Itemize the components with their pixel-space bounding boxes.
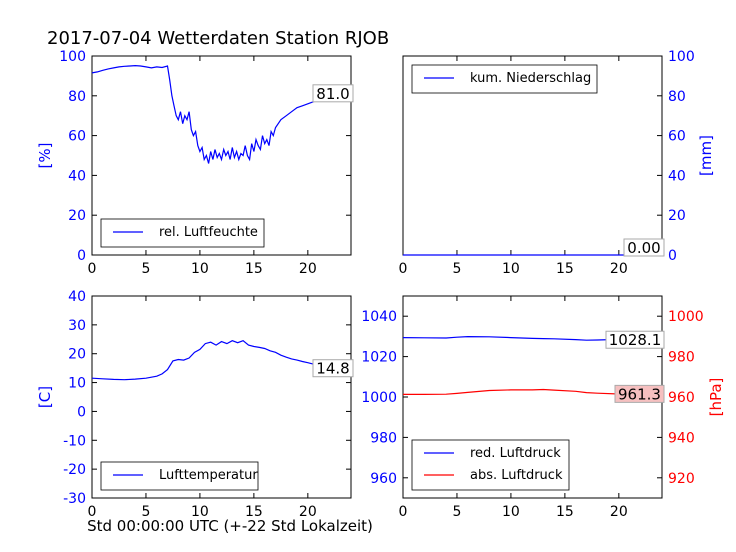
- y-tick-label-left: 40: [68, 168, 86, 184]
- legend-label: rel. Luftfeuchte: [159, 225, 258, 240]
- x-tick-label: 5: [452, 261, 461, 277]
- plot-frame: [91, 295, 352, 499]
- y-tick-label-right: 80: [668, 89, 686, 105]
- x-tick-label: 10: [502, 504, 520, 520]
- y-tick-label-right: 1000: [668, 309, 704, 325]
- humidity-panel: 0 5 10 15 20 0 20 40 60 80 100 [%] 81.0 rel. Luftfeuc…: [36, 49, 354, 277]
- x-tick-label: 15: [556, 504, 574, 520]
- y-tick-label-left: -20: [63, 462, 86, 478]
- y-tick-label-right: 940: [668, 430, 695, 446]
- x-tick-label: 15: [245, 261, 263, 277]
- y-tick-label-right: 0: [668, 248, 677, 264]
- y-tick-label-left: -10: [63, 433, 86, 449]
- x-tick-label: 20: [299, 504, 317, 520]
- y-tick-label-right: 20: [668, 208, 686, 224]
- x-tick-label: 5: [141, 261, 150, 277]
- y-tick-label-left: 980: [370, 430, 397, 446]
- y-tick-label-left: 1020: [361, 350, 397, 366]
- plot-frame: [91, 55, 352, 256]
- y-tick-label-left: 40: [68, 289, 86, 305]
- footer-xlabel: Std 00:00:00 UTC (+-22 Std Lokalzeit): [87, 517, 373, 535]
- x-tick-label: 0: [399, 261, 408, 277]
- value-annotation-box: [623, 238, 665, 257]
- y-tick-label-left: 30: [68, 318, 86, 334]
- x-tick-label: 10: [191, 504, 209, 520]
- y-tick-label-left: 60: [68, 129, 86, 145]
- value-annotation: 81.0: [316, 85, 349, 103]
- legend-box: [100, 218, 265, 248]
- y-tick-label-left: 20: [68, 208, 86, 224]
- y-tick-label-right: 60: [668, 129, 686, 145]
- figure-title: 2017-07-04 Wetterdaten Station RJOB: [47, 28, 389, 49]
- x-tick-label: 10: [502, 261, 520, 277]
- y-tick-label-right: 920: [668, 471, 695, 487]
- y-axis-label-right: [hPa]: [707, 378, 725, 417]
- pressure-panel: 0 5 10 15 20 960 980 1000 1020 1040 920 940 960 980 10…: [361, 295, 725, 520]
- legend-box: [411, 439, 570, 491]
- y-tick-label-left: 0: [77, 404, 86, 420]
- value-annotation-box: [605, 330, 665, 349]
- x-tick-label: 10: [191, 261, 209, 277]
- y-axis-label: [C]: [36, 386, 54, 408]
- legend-label: red. Luftdruck: [470, 446, 561, 461]
- x-tick-label: 20: [610, 504, 628, 520]
- y-tick-label-right: 100: [668, 49, 695, 65]
- x-tick-label: 5: [452, 504, 461, 520]
- y-tick-label-left: 960: [370, 471, 397, 487]
- legend-box: [100, 461, 259, 491]
- y-tick-label-left: 0: [77, 248, 86, 264]
- legend-label: Lufttemperatur: [159, 468, 258, 483]
- value-annotation-box: [614, 384, 665, 403]
- x-tick-label: 0: [399, 504, 408, 520]
- y-tick-label-right: 960: [668, 390, 695, 406]
- value-annotation-box: [312, 359, 354, 378]
- value-annotation-box: [312, 84, 354, 103]
- series-line: [403, 388, 663, 395]
- y-tick-label-left: 1040: [361, 309, 397, 325]
- x-tick-label: 0: [88, 261, 97, 277]
- series-line: [91, 340, 351, 381]
- y-tick-label-left: 20: [68, 347, 86, 363]
- temperature-panel: 0 5 10 15 20 -30 -20 -10 0 10 20 30 40 [C] 14.8 Lufttem…: [36, 289, 354, 520]
- legend-label: kum. Niederschlag: [470, 71, 591, 86]
- x-tick-label: 0: [88, 504, 97, 520]
- y-tick-label-left: 1000: [361, 390, 397, 406]
- value-annotation: 0.00: [627, 239, 660, 257]
- x-tick-label: 20: [610, 261, 628, 277]
- x-tick-label: 15: [245, 504, 263, 520]
- y-axis-label: [mm]: [697, 135, 715, 176]
- y-tick-label-right: 40: [668, 168, 686, 184]
- y-tick-label-left: 10: [68, 376, 86, 392]
- y-tick-label-left: 100: [59, 49, 86, 65]
- x-tick-label: 20: [299, 261, 317, 277]
- legend-box: [411, 64, 598, 94]
- precipitation-panel: 0 5 10 15 20 0 20 40 60 80 100 [mm] 0.00 kum. Nieders…: [399, 49, 715, 277]
- value-annotation: 961.3: [618, 385, 661, 403]
- x-tick-label: 15: [556, 261, 574, 277]
- value-annotation: 1028.1: [609, 331, 662, 349]
- y-tick-label-right: 980: [668, 350, 695, 366]
- y-tick-label-left: 80: [68, 89, 86, 105]
- value-annotation: 14.8: [316, 360, 349, 378]
- legend-label: abs. Luftdruck: [470, 468, 563, 483]
- y-tick-label-left: -30: [63, 491, 86, 507]
- series-line: [91, 64, 352, 164]
- x-tick-label: 5: [141, 504, 150, 520]
- y-axis-label: [%]: [36, 143, 54, 169]
